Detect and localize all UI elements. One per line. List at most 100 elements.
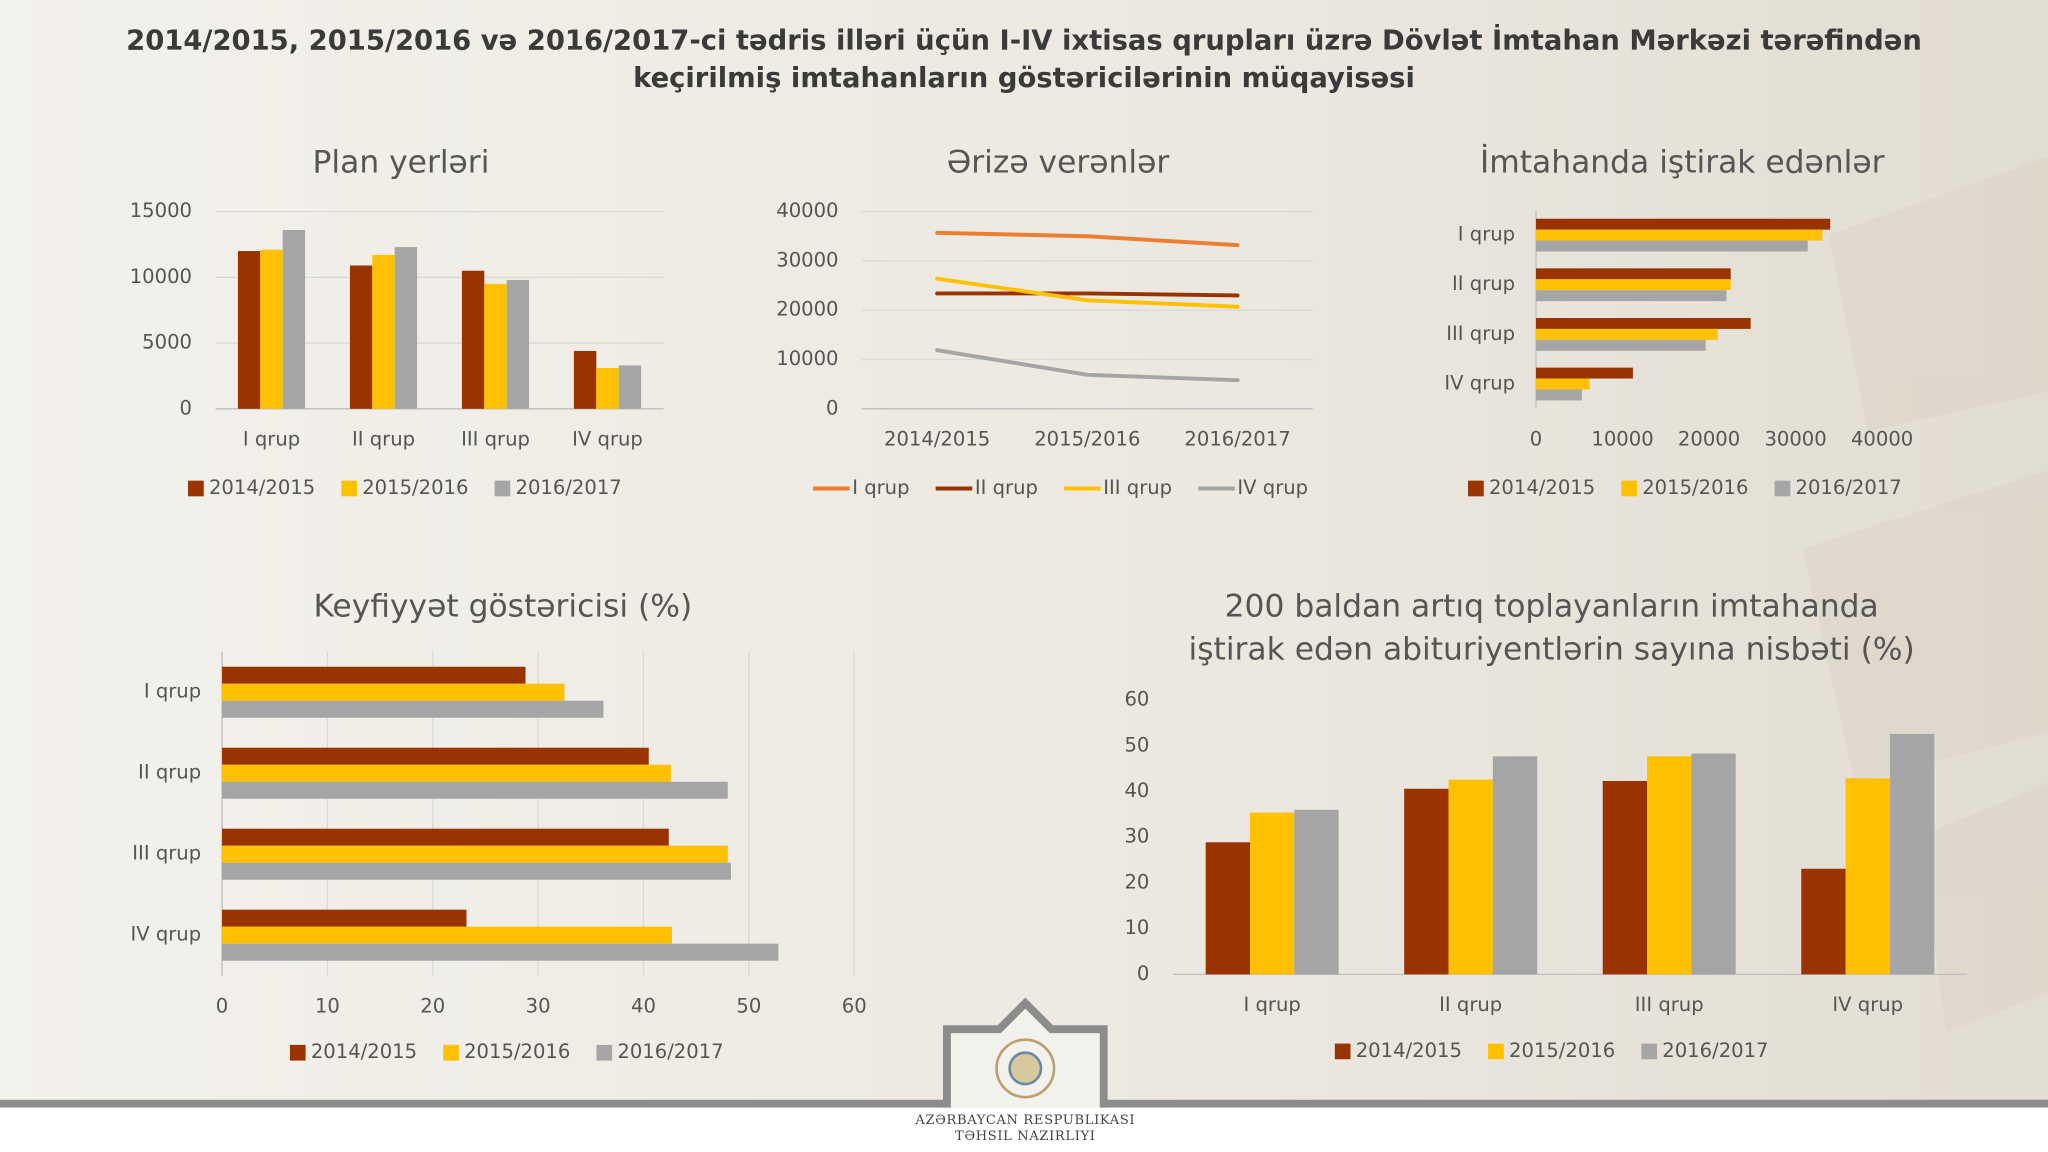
legend-key	[494, 480, 511, 497]
x-tick-label: IV qrup	[1832, 993, 1903, 1016]
chart-title: İmtahanda iştirak edənlər	[1480, 142, 1885, 180]
bar	[1536, 218, 1831, 230]
x-tick-label: 20	[420, 995, 445, 1018]
bar	[222, 828, 669, 846]
line	[935, 230, 1240, 248]
bar	[1536, 268, 1731, 280]
bar	[222, 781, 728, 799]
footer-text: AZƏRBAYCAN RESPUBLIKASI	[914, 1113, 1135, 1128]
bar	[222, 845, 728, 863]
bar	[1801, 868, 1846, 975]
legend-key	[188, 480, 204, 497]
bar	[618, 365, 642, 409]
bar	[1536, 328, 1718, 340]
y-tick-label: 10000	[130, 265, 192, 288]
legend-label: 2014/2015	[1489, 476, 1595, 499]
bar	[394, 247, 418, 409]
y-tick-label: 0	[826, 396, 838, 419]
x-tick-label: 30	[526, 995, 551, 1018]
y-tick-label: 20	[1124, 870, 1149, 893]
x-tick-label: III qrup	[1635, 993, 1704, 1016]
bar	[1845, 778, 1890, 975]
bar	[222, 926, 672, 944]
bar	[1536, 279, 1731, 291]
x-tick-label: 20000	[1678, 428, 1740, 451]
y-tick-label: 40000	[776, 199, 838, 222]
bar	[1404, 788, 1449, 975]
y-tick-label: 50	[1124, 733, 1149, 756]
legend-key	[1468, 480, 1484, 497]
x-tick-label: 60	[842, 995, 867, 1018]
bar	[1205, 842, 1250, 975]
y-tick-label: II qrup	[1452, 272, 1515, 295]
y-tick-label: II qrup	[138, 761, 201, 784]
bar	[1536, 317, 1751, 329]
bar	[237, 251, 261, 409]
legend-label: 2015/2016	[362, 476, 468, 499]
y-tick-label: III qrup	[132, 842, 201, 865]
legend-key	[1621, 480, 1637, 497]
bar	[222, 862, 731, 880]
bar	[1536, 229, 1823, 241]
legend-label: I qrup	[852, 476, 909, 499]
y-tick-label: I qrup	[144, 680, 201, 703]
logo-emblem	[995, 1038, 1056, 1099]
y-tick-label: 10	[1124, 916, 1149, 939]
x-tick-label: 30000	[1764, 428, 1826, 451]
y-tick-label: 0	[1137, 962, 1149, 985]
x-tick-label: 2014/2015	[884, 428, 990, 451]
legend-label: IV qrup	[1237, 476, 1308, 499]
legend-label: 2015/2016	[1642, 476, 1748, 499]
bar	[506, 279, 530, 409]
bar	[1536, 367, 1633, 379]
bar	[260, 249, 283, 409]
y-tick-label: IV qrup	[130, 923, 201, 946]
bar	[1536, 339, 1706, 351]
bar	[222, 764, 671, 782]
legend-label: 2015/2016	[464, 1040, 570, 1063]
x-tick-label: 10	[315, 995, 340, 1018]
chart-title: Keyfiyyət göstəricisi (%)	[313, 588, 692, 624]
legend: 2014/2015 2015/2016 2016/2017	[188, 476, 622, 499]
main-title: keçirilmiş imtahanların göstəricilərinin…	[633, 63, 1415, 94]
bar	[1691, 753, 1736, 975]
bar	[282, 229, 306, 409]
legend: I qrup II qrup III qrup IV qrup	[813, 476, 1308, 499]
y-tick-label: 0	[180, 396, 192, 419]
x-tick-label: 0	[1530, 428, 1542, 451]
legend-key	[596, 1044, 613, 1061]
footer-band	[0, 1107, 2048, 1152]
line	[935, 291, 1240, 298]
bar	[1647, 756, 1692, 975]
bar	[1249, 812, 1295, 975]
x-tick-label: 50	[736, 995, 761, 1018]
decoration	[1802, 156, 2048, 1032]
bar	[372, 254, 395, 409]
y-tick-label: 10000	[776, 347, 838, 370]
bar	[1536, 290, 1727, 302]
x-tick-label: IV qrup	[572, 428, 643, 451]
y-tick-label: 5000	[142, 331, 192, 354]
bar	[1448, 779, 1493, 975]
bar	[1492, 756, 1538, 975]
chart-title: iştirak edən abituriyentlərin sayına nis…	[1189, 631, 1915, 667]
legend-label: II qrup	[975, 476, 1038, 499]
bar	[222, 909, 467, 927]
x-tick-label: 2016/2017	[1184, 428, 1290, 451]
legend-key	[1641, 1043, 1658, 1060]
legend-key	[1334, 1043, 1351, 1060]
legend-key	[341, 480, 357, 497]
bar	[349, 265, 373, 409]
y-tick-label: IV qrup	[1444, 372, 1515, 395]
legend-label: 2014/2015	[311, 1040, 417, 1063]
x-tick-label: 40	[631, 995, 656, 1018]
chart-title: Ərizə verənlər	[947, 144, 1170, 180]
legend-key	[1488, 1043, 1504, 1060]
bar	[1536, 389, 1582, 401]
bar	[222, 943, 779, 961]
y-tick-label: 20000	[776, 298, 838, 321]
y-tick-label: 30000	[776, 248, 838, 271]
bar	[222, 747, 649, 765]
x-tick-label: I qrup	[243, 428, 300, 451]
